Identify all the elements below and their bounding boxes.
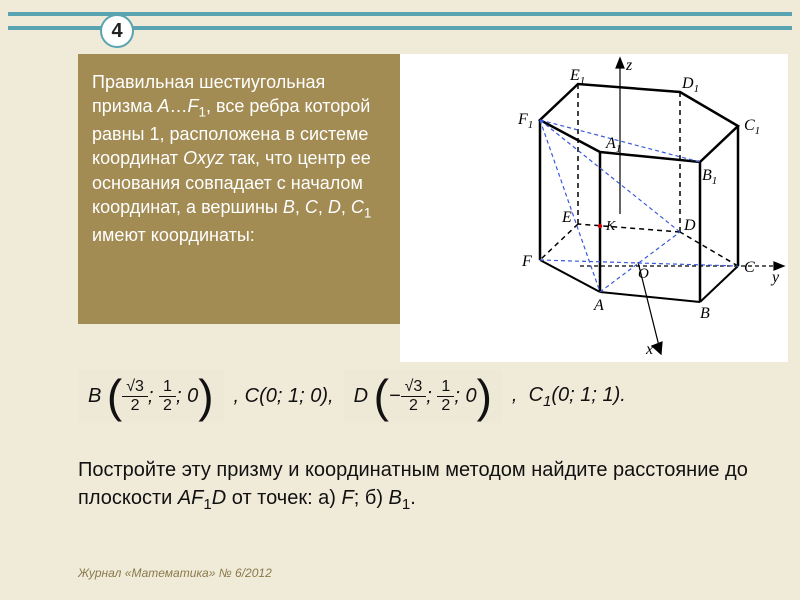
svg-text:E: E (561, 209, 572, 226)
coord-c1: , C1(0; 1; 1). (502, 384, 626, 410)
coord-d-yn: 1 (437, 378, 454, 397)
coord-d-neg: − (389, 385, 401, 408)
coord-b-yn: 1 (159, 378, 176, 397)
coord-c: , C(0; 1; 0), (224, 385, 344, 408)
coord-b-label: B (88, 385, 101, 408)
coord-d-xd: 2 (405, 397, 422, 415)
svg-text:D: D (683, 217, 696, 234)
point-k (598, 224, 602, 228)
coord-b: B ( √32 ; 12 ; 0 ) (78, 370, 224, 423)
problem-text-box: Правильная шестиугольная призма A…F1, вс… (78, 54, 400, 324)
coord-d-yd: 2 (437, 397, 454, 415)
problem-number: 4 (111, 20, 122, 43)
svg-text:B: B (700, 305, 710, 322)
coord-b-yd: 2 (159, 397, 176, 415)
coord-d-xn: √3 (401, 378, 427, 397)
coordinates-row: B ( √32 ; 12 ; 0 ) , C(0; 1; 0), D ( − √… (78, 370, 760, 423)
problem-number-badge: 4 (100, 14, 134, 48)
label-k: K (605, 219, 616, 234)
svg-text:A: A (593, 297, 604, 314)
prism-diagram: z y x (400, 54, 788, 362)
coord-b-xn: √3 (122, 378, 148, 397)
axis-y-label: y (770, 269, 780, 286)
coord-d-label: D (354, 385, 368, 408)
coord-b-xd: 2 (127, 397, 144, 415)
diagram-bg (400, 54, 788, 362)
slide-page: 4 Правильная шестиугольная призма A…F1, … (0, 0, 800, 600)
svg-text:F: F (521, 253, 532, 270)
task-text: Постройте эту призму и координатным мето… (78, 456, 750, 515)
axis-z-label: z (625, 57, 633, 74)
label-o: O (638, 266, 649, 282)
footer-citation: Журнал «Математика» № 6/2012 (78, 566, 272, 580)
coord-b-z: 0 (187, 385, 198, 408)
coord-d-z: 0 (465, 385, 476, 408)
coord-d: D ( − √32 ; 12 ; 0 ) (344, 370, 502, 423)
axis-x-label: x (645, 341, 653, 358)
footer-text: Журнал «Математика» № 6/2012 (78, 566, 272, 580)
svg-text:C: C (744, 259, 755, 276)
problem-text: Правильная шестиугольная призма A…F1, вс… (92, 72, 371, 245)
task-body: Постройте эту призму и координатным мето… (78, 459, 748, 509)
